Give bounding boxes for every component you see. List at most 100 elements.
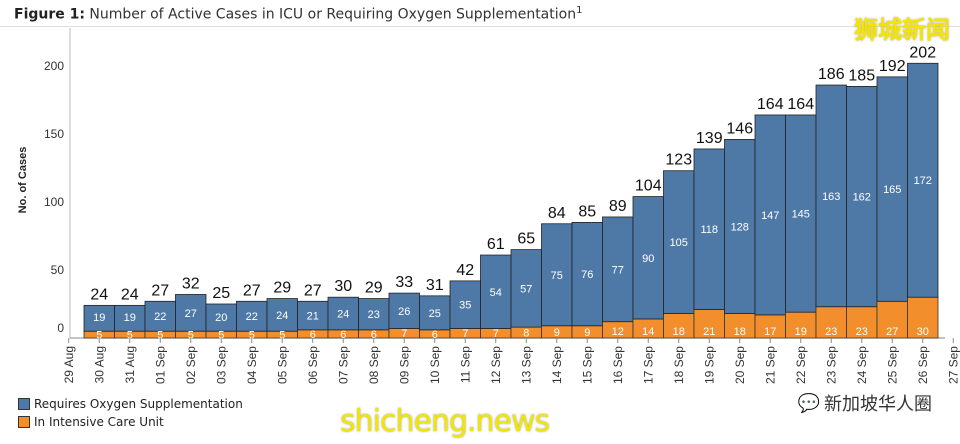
data-label-total: 202 xyxy=(909,44,936,61)
data-label-total: 85 xyxy=(578,203,596,220)
x-tick-label: 23 Sep xyxy=(824,346,838,384)
data-label-total: 25 xyxy=(212,285,230,302)
bar-oxygen xyxy=(236,300,268,332)
data-label-icu: 5 xyxy=(157,330,163,342)
data-label-total: 186 xyxy=(818,66,845,83)
data-label-icu: 21 xyxy=(703,326,715,338)
x-tick-label: 22 Sep xyxy=(794,346,808,384)
data-label-icu: 5 xyxy=(127,330,133,342)
x-tick-label: 02 Sep xyxy=(184,346,198,384)
x-tick-label: 11 Sep xyxy=(458,346,472,383)
data-label-icu: 8 xyxy=(523,328,529,340)
data-label-icu: 5 xyxy=(218,330,224,342)
data-label-total: 139 xyxy=(696,130,723,147)
data-label-oxygen: 162 xyxy=(853,192,871,204)
data-label-oxygen: 20 xyxy=(215,312,227,324)
bar-oxygen xyxy=(876,76,908,302)
legend-label-oxygen: Requires Oxygen Supplementation xyxy=(34,397,243,411)
data-label-oxygen: 76 xyxy=(581,269,593,281)
bar-oxygen xyxy=(571,221,603,327)
x-tick-label: 06 Sep xyxy=(306,346,320,384)
data-label-oxygen: 165 xyxy=(883,184,901,196)
x-tick-label: 24 Sep xyxy=(855,346,869,384)
data-label-total: 32 xyxy=(182,275,200,292)
bar-oxygen xyxy=(907,62,939,298)
y-axis-label: No. of Cases xyxy=(17,147,29,214)
data-label-icu: 6 xyxy=(310,329,316,341)
x-tick-label: 20 Sep xyxy=(733,346,747,384)
data-label-total: 33 xyxy=(395,274,413,291)
data-label-total: 123 xyxy=(665,152,692,169)
data-label-total: 185 xyxy=(848,67,875,84)
y-tick-label: 50 xyxy=(51,263,65,277)
x-tick-label: 17 Sep xyxy=(641,346,655,384)
data-label-icu: 17 xyxy=(764,326,776,338)
data-label-oxygen: 22 xyxy=(246,311,258,323)
data-label-oxygen: 163 xyxy=(822,191,840,203)
x-tick-label: 05 Sep xyxy=(275,346,289,384)
data-label-total: 27 xyxy=(151,282,169,299)
x-tick-label: 15 Sep xyxy=(580,346,594,384)
bar-oxygen xyxy=(724,139,756,314)
x-tick-label: 21 Sep xyxy=(763,346,777,384)
watermark-top-right: 狮城新闻 xyxy=(854,16,950,44)
data-label-oxygen: 24 xyxy=(337,309,349,321)
data-label-icu: 7 xyxy=(401,328,407,340)
x-tick-label: 12 Sep xyxy=(489,346,503,384)
data-label-oxygen: 172 xyxy=(914,175,932,187)
x-tick-label: 25 Sep xyxy=(885,346,899,384)
data-label-oxygen: 145 xyxy=(792,209,810,221)
data-label-icu: 7 xyxy=(462,328,468,340)
data-label-total: 29 xyxy=(273,280,291,297)
data-label-icu: 18 xyxy=(673,326,685,338)
watermark-bottom-right: 💬 新加坡华人圈 xyxy=(798,390,932,416)
data-label-total: 24 xyxy=(90,286,108,303)
data-label-oxygen: 57 xyxy=(520,283,532,295)
data-label-total: 31 xyxy=(426,277,444,294)
data-label-total: 29 xyxy=(365,280,383,297)
data-label-total: 164 xyxy=(787,96,814,113)
data-label-icu: 6 xyxy=(432,329,438,341)
bar-icu xyxy=(876,300,908,339)
x-tick-label: 30 Aug xyxy=(92,346,106,383)
bar-oxygen xyxy=(419,295,451,331)
data-label-icu: 23 xyxy=(856,326,868,338)
legend-item-icu: In Intensive Care Unit xyxy=(18,415,164,429)
data-label-icu: 5 xyxy=(279,330,285,342)
data-label-icu: 5 xyxy=(249,330,255,342)
data-label-total: 30 xyxy=(334,278,352,295)
data-label-oxygen: 24 xyxy=(276,310,288,322)
bar-oxygen xyxy=(327,296,359,331)
x-tick-label: 10 Sep xyxy=(428,346,442,384)
legend-label-icu: In Intensive Care Unit xyxy=(34,415,164,429)
data-label-icu: 12 xyxy=(612,326,624,338)
bar-oxygen xyxy=(541,223,573,327)
bar-oxygen xyxy=(846,86,878,308)
data-label-oxygen: 77 xyxy=(612,264,624,276)
figure-label: Figure 1: xyxy=(14,6,85,23)
x-tick-label: 16 Sep xyxy=(611,346,625,384)
wechat-icon: 💬 xyxy=(797,392,820,414)
bar-oxygen xyxy=(266,298,298,332)
data-label-oxygen: 21 xyxy=(307,311,319,323)
title-divider xyxy=(0,26,960,27)
y-tick-label: 150 xyxy=(44,127,64,141)
data-label-oxygen: 118 xyxy=(700,224,718,236)
data-label-total: 89 xyxy=(609,198,627,215)
chart-title: Figure 1: Number of Active Cases in ICU … xyxy=(14,5,582,23)
title-text: Number of Active Cases in ICU or Requiri… xyxy=(89,6,577,23)
legend-item-oxygen: Requires Oxygen Supplementation xyxy=(18,397,243,411)
x-tick-label: 19 Sep xyxy=(702,346,716,384)
x-tick-label: 18 Sep xyxy=(672,346,686,384)
x-tick-label: 31 Aug xyxy=(123,346,137,383)
data-label-oxygen: 147 xyxy=(761,210,779,222)
data-label-total: 42 xyxy=(456,262,474,279)
data-label-oxygen: 75 xyxy=(551,270,563,282)
x-tick-label: 13 Sep xyxy=(519,346,533,384)
legend-swatch-icu xyxy=(18,416,30,428)
data-label-total: 61 xyxy=(487,236,505,253)
data-label-icu: 5 xyxy=(96,330,102,342)
bar-oxygen xyxy=(510,249,542,328)
data-label-oxygen: 105 xyxy=(670,237,688,249)
